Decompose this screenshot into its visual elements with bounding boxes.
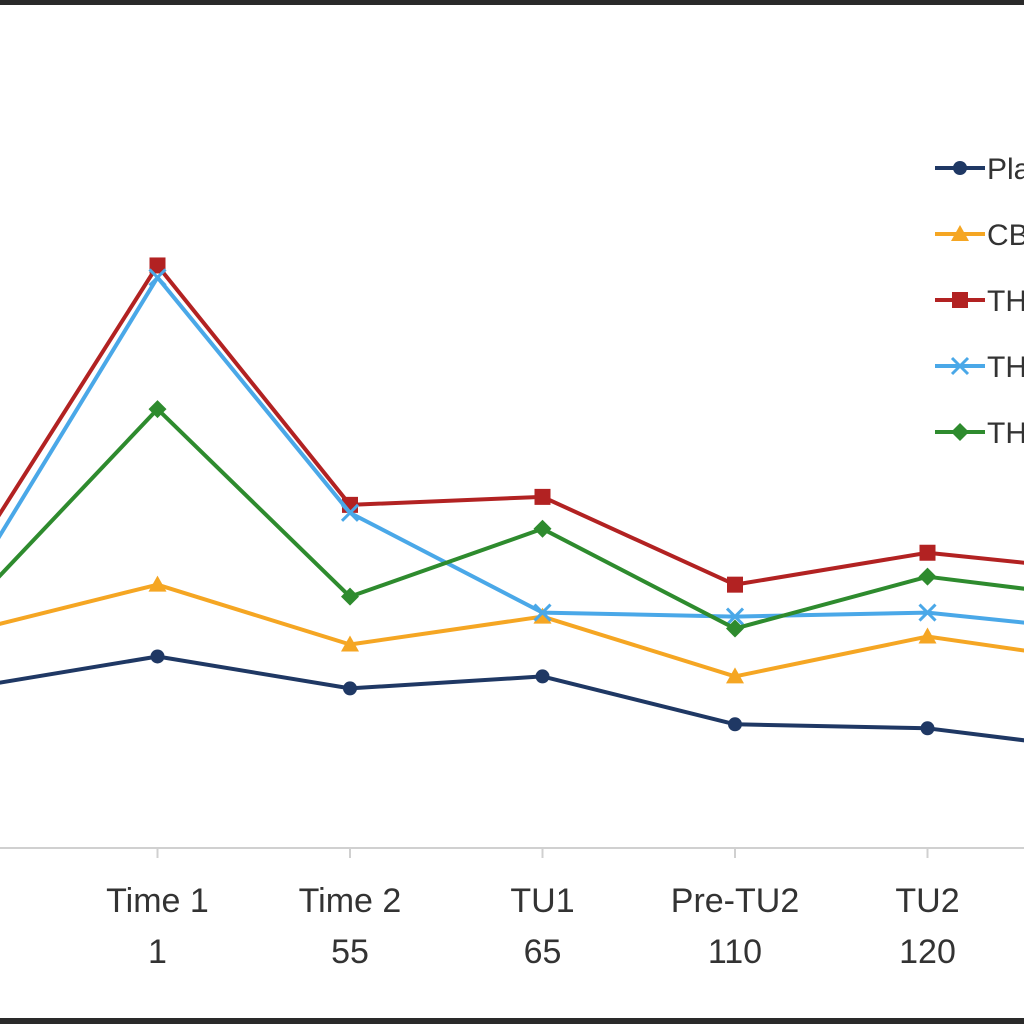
x-tick-sublabel: 120: [899, 933, 956, 971]
series-line: [0, 654, 1024, 743]
data-point-shape: [533, 603, 552, 622]
data-point-shape: [728, 717, 742, 732]
data-point-shape: [918, 567, 937, 586]
x-tick-label: Time 1: [106, 882, 209, 920]
data-point: [534, 488, 551, 505]
data-point-shape: [148, 575, 167, 592]
data-point: [148, 268, 167, 287]
x-tick-label: Time 2: [299, 882, 402, 920]
data-point: [533, 519, 552, 538]
legend-marker-shape: [953, 161, 967, 175]
legend-marker: [950, 356, 970, 376]
data-point-shape: [919, 544, 936, 561]
data-point: [726, 667, 744, 684]
data-point-shape: [535, 669, 550, 684]
data-point: [918, 603, 937, 622]
data-point: [341, 635, 359, 652]
data-point-shape: [149, 257, 166, 274]
data-point: [728, 717, 742, 732]
legend-marker: [951, 423, 969, 441]
data-point-shape: [727, 576, 743, 593]
data-point-shape: [150, 649, 165, 664]
data-point: [920, 721, 935, 736]
data-point-shape: [340, 503, 360, 522]
legend-marker-shape: [951, 225, 969, 241]
data-point: [727, 576, 743, 593]
x-tick-label: TU1: [510, 882, 574, 920]
data-point: [149, 257, 166, 274]
data-point-shape: [343, 681, 357, 696]
data-point-shape: [725, 607, 745, 626]
legend-marker: [952, 292, 968, 308]
data-point: [148, 400, 167, 419]
legend-label: TH: [987, 285, 1024, 318]
data-point: [726, 619, 744, 638]
data-point-shape: [148, 268, 167, 287]
x-tick-sublabel: 1: [148, 933, 167, 971]
legend-label: TH: [987, 417, 1024, 450]
data-point-shape: [534, 488, 551, 505]
data-point-shape: [341, 587, 359, 606]
series-line: [0, 263, 1024, 587]
legend-marker: [951, 225, 969, 241]
data-point: [340, 503, 360, 522]
data-point: [343, 681, 357, 696]
data-point: [148, 575, 167, 592]
data-point: [725, 607, 745, 626]
data-point: [533, 603, 552, 622]
data-point: [533, 607, 552, 624]
legend-label: CB: [987, 219, 1024, 252]
x-tick-sublabel: 55: [331, 933, 369, 971]
x-tick-sublabel: 110: [708, 933, 762, 971]
data-point: [535, 669, 550, 684]
data-point-shape: [533, 519, 552, 538]
data-point-shape: [918, 603, 937, 622]
data-point-shape: [533, 607, 552, 624]
data-point-shape: [148, 400, 167, 419]
data-point: [919, 544, 936, 561]
legend-marker-shape: [950, 356, 970, 376]
x-tick-label: TU2: [895, 882, 959, 920]
series-line: [0, 275, 1024, 625]
data-point: [918, 567, 937, 586]
legend-label: Pla: [987, 153, 1024, 186]
x-tick-label: Pre-TU2: [671, 882, 799, 920]
data-point: [918, 627, 937, 644]
data-point-shape: [341, 635, 359, 652]
data-point-shape: [918, 627, 937, 644]
data-point-shape: [726, 619, 744, 638]
data-point: [341, 587, 359, 606]
data-point-shape: [726, 667, 744, 684]
legend-marker-shape: [951, 423, 969, 441]
x-tick-sublabel: 65: [524, 933, 562, 971]
data-point-shape: [920, 721, 935, 736]
legend-marker: [953, 161, 967, 175]
legend-marker-shape: [952, 292, 968, 308]
legend-label: TH: [987, 351, 1024, 384]
data-point: [150, 649, 165, 664]
